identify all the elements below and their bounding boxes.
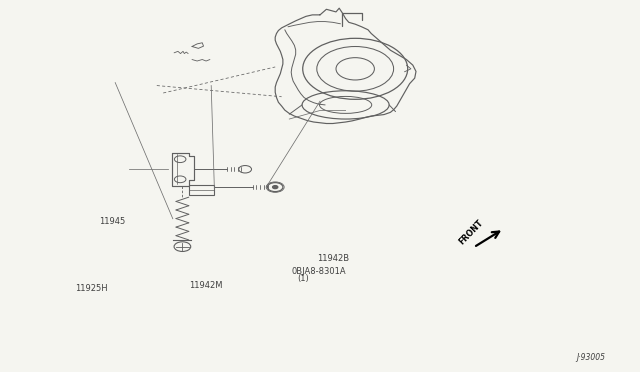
Circle shape — [273, 186, 278, 189]
Text: 11942M: 11942M — [189, 281, 222, 290]
Text: 11945: 11945 — [99, 217, 125, 226]
Bar — [189, 185, 214, 195]
Text: 11942B: 11942B — [317, 254, 349, 263]
Text: J·93005: J·93005 — [576, 353, 605, 362]
Text: (1): (1) — [298, 275, 309, 283]
Text: 11925H: 11925H — [76, 284, 108, 293]
Text: 0BJA8-8301A: 0BJA8-8301A — [291, 267, 346, 276]
Text: FRONT: FRONT — [458, 218, 485, 246]
